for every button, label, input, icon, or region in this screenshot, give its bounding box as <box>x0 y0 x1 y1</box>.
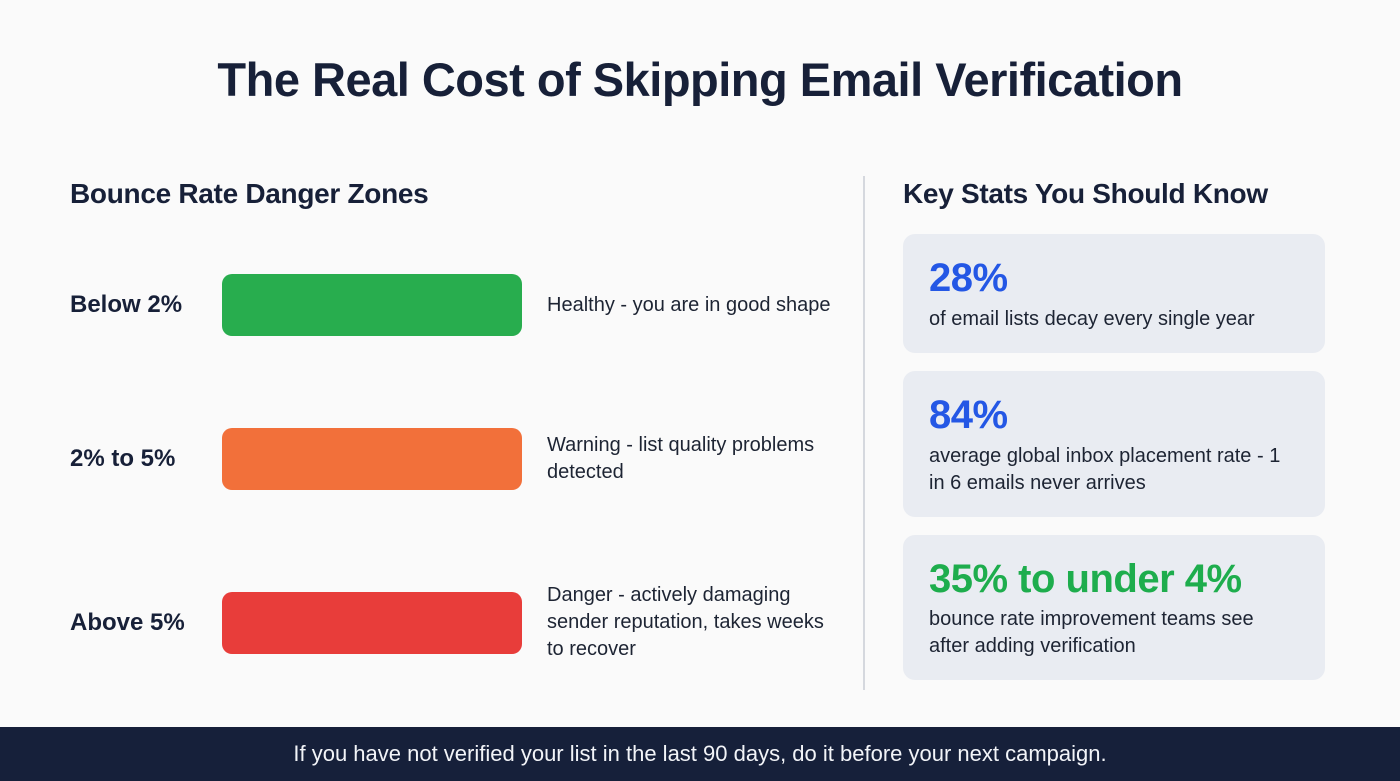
stat-value: 84% <box>929 392 1008 437</box>
stat-value: 28% <box>929 256 1008 300</box>
stat-value: 35% to under 4% <box>929 556 1242 601</box>
footer-message: If you have not verified your list in th… <box>293 741 1107 766</box>
bounce-rate-section: Bounce Rate Danger Zones Below 2% Health… <box>70 178 850 663</box>
stat-description: of email lists decay every single year <box>929 307 1255 330</box>
key-stats-section: Key Stats You Should Know 28% of email l… <box>903 178 1325 681</box>
zone-description: Healthy - you are in good shape <box>547 293 831 316</box>
footer-banner: If you have not verified your list in th… <box>0 727 1400 781</box>
zone-row-warning: 2% to 5% Warning - list quality problems… <box>70 428 850 490</box>
stat-cards: 28% of email lists decay every single ye… <box>903 234 1325 681</box>
page-title: The Real Cost of Skipping Email Verifica… <box>217 53 1183 106</box>
zone-label: 2% to 5% <box>70 445 176 472</box>
bounce-rate-heading: Bounce Rate Danger Zones <box>70 178 429 209</box>
zone-rows: Below 2% Healthy - you are in good shape… <box>70 274 850 663</box>
zone-description: Warning - list quality problems detected <box>547 434 815 483</box>
stat-description: bounce rate improvement teams see after … <box>929 608 1254 658</box>
stat-card-improvement: 35% to under 4% bounce rate improvement … <box>903 534 1325 681</box>
key-stats-heading: Key Stats You Should Know <box>903 178 1268 209</box>
stat-card-placement: 84% average global inbox placement rate … <box>903 370 1325 517</box>
zone-bar-red <box>222 591 522 654</box>
zone-bar-orange <box>222 428 522 490</box>
zone-label: Above 5% <box>70 608 185 636</box>
stat-description: average global inbox placement rate - 1 … <box>929 444 1281 494</box>
section-divider <box>863 176 865 690</box>
zone-bar-green <box>222 274 522 336</box>
zone-row-healthy: Below 2% Healthy - you are in good shape <box>70 274 850 336</box>
zone-label: Below 2% <box>70 291 183 318</box>
zone-row-danger: Above 5% Danger - actively damaging send… <box>70 582 850 663</box>
stat-card-decay: 28% of email lists decay every single ye… <box>903 234 1325 353</box>
zone-description: Danger - actively damaging sender reputa… <box>547 584 824 660</box>
